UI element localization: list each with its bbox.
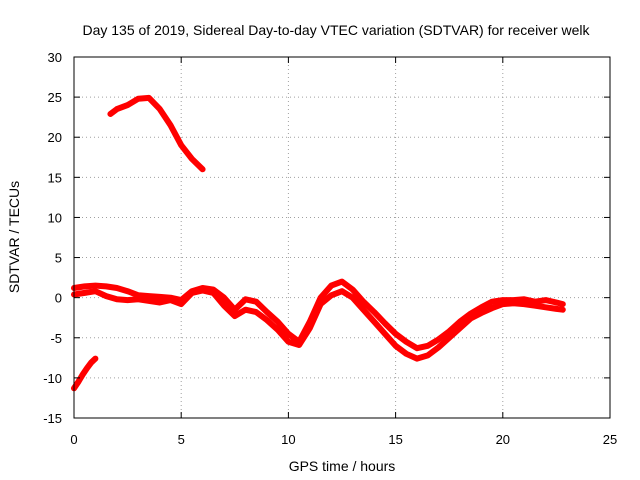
x-tick-label: 15: [388, 432, 402, 447]
y-tick-label: 5: [55, 251, 62, 266]
x-tick-label: 10: [281, 432, 295, 447]
series-line-lower-left: [71, 355, 99, 392]
y-tick-label: -10: [43, 371, 62, 386]
x-tick-label: 20: [496, 432, 510, 447]
y-tick-label: 10: [48, 210, 62, 225]
plot-frame: [73, 56, 611, 419]
x-tick-label: 5: [178, 432, 185, 447]
y-axis-label: SDTVAR / TECUs: [6, 181, 22, 293]
series-layer: [71, 94, 566, 392]
y-tick-label: -15: [43, 411, 62, 426]
series-line-main-a: [71, 278, 566, 352]
y-tick-label: -5: [50, 331, 62, 346]
x-tick-label: 25: [603, 432, 617, 447]
series-line-upper: [107, 94, 206, 173]
chart-title: Day 135 of 2019, Sidereal Day-to-day VTE…: [82, 22, 590, 38]
y-tick-label: 15: [48, 170, 62, 185]
y-tick-label: 25: [48, 90, 62, 105]
x-axis-label: GPS time / hours: [289, 458, 396, 474]
tick-layer: 0 5 10 15 20 25 -15 -10 -5 0 5 10 15 20 25 30: [43, 50, 617, 447]
grid-layer: [74, 57, 610, 418]
x-tick-label: 0: [70, 432, 77, 447]
y-tick-label: 20: [48, 130, 62, 145]
y-tick-label: 30: [48, 50, 62, 65]
series-line-main-b: [71, 287, 566, 362]
y-tick-label: 0: [55, 291, 62, 306]
